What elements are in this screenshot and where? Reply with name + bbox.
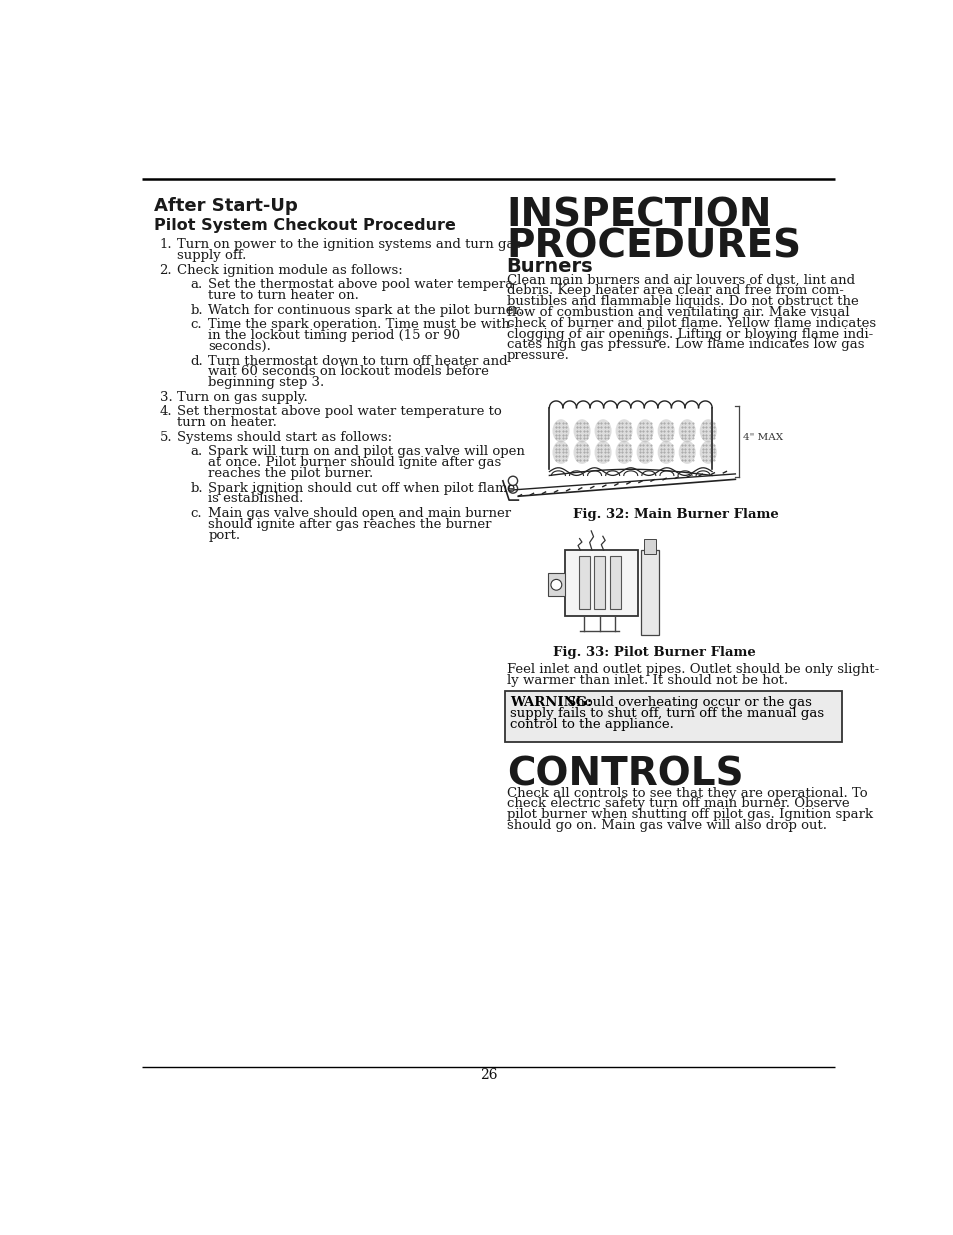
Text: 5.: 5. <box>159 431 172 443</box>
Text: 4.: 4. <box>159 405 172 419</box>
Ellipse shape <box>615 419 632 442</box>
Ellipse shape <box>636 441 653 464</box>
Text: in the lockout timing period (15 or 90: in the lockout timing period (15 or 90 <box>208 330 460 342</box>
Text: pilot burner when shutting off pilot gas. Ignition spark: pilot burner when shutting off pilot gas… <box>506 808 872 821</box>
Text: a.: a. <box>191 278 203 291</box>
Text: control to the appliance.: control to the appliance. <box>509 718 673 731</box>
Circle shape <box>550 579 561 590</box>
Text: Fig. 33: Pilot Burner Flame: Fig. 33: Pilot Burner Flame <box>553 646 755 659</box>
Text: Watch for continuous spark at the pilot burner.: Watch for continuous spark at the pilot … <box>208 304 522 316</box>
Text: b.: b. <box>191 482 203 494</box>
Text: cates high gas pressure. Low flame indicates low gas: cates high gas pressure. Low flame indic… <box>506 338 863 352</box>
Ellipse shape <box>615 441 632 464</box>
Ellipse shape <box>573 419 590 442</box>
Text: Pilot System Checkout Procedure: Pilot System Checkout Procedure <box>154 219 456 233</box>
Text: supply off.: supply off. <box>177 249 247 262</box>
Text: Should overheating occur or the gas: Should overheating occur or the gas <box>562 697 811 709</box>
Text: Systems should start as follows:: Systems should start as follows: <box>177 431 392 443</box>
Circle shape <box>508 477 517 485</box>
FancyBboxPatch shape <box>505 692 841 742</box>
Text: Set the thermostat above pool water tempera-: Set the thermostat above pool water temp… <box>208 278 517 291</box>
Text: check electric safety turn off main burner. Observe: check electric safety turn off main burn… <box>506 798 848 810</box>
Text: clogging of air openings. Lifting or blowing flame indi-: clogging of air openings. Lifting or blo… <box>506 327 872 341</box>
Text: Time the spark operation. Time must be with-: Time the spark operation. Time must be w… <box>208 319 515 331</box>
Text: a.: a. <box>191 446 203 458</box>
Text: Fig. 32: Main Burner Flame: Fig. 32: Main Burner Flame <box>572 508 778 521</box>
FancyBboxPatch shape <box>564 550 638 615</box>
Text: ture to turn heater on.: ture to turn heater on. <box>208 289 359 303</box>
Text: After Start-Up: After Start-Up <box>154 196 297 215</box>
Bar <box>643 538 656 555</box>
Text: bustibles and flammable liquids. Do not obstruct the: bustibles and flammable liquids. Do not … <box>506 295 858 309</box>
Text: wait 60 seconds on lockout models before: wait 60 seconds on lockout models before <box>208 366 489 378</box>
Text: Turn on power to the ignition systems and turn gas: Turn on power to the ignition systems an… <box>177 238 521 251</box>
Text: 2.: 2. <box>159 264 172 277</box>
Text: at once. Pilot burner should ignite after gas: at once. Pilot burner should ignite afte… <box>208 456 501 469</box>
Text: is established.: is established. <box>208 493 303 505</box>
Ellipse shape <box>573 441 590 464</box>
Text: check of burner and pilot flame. Yellow flame indicates: check of burner and pilot flame. Yellow … <box>506 317 875 330</box>
Text: reaches the pilot burner.: reaches the pilot burner. <box>208 467 374 480</box>
Text: 1.: 1. <box>159 238 172 251</box>
Text: PROCEDURES: PROCEDURES <box>506 227 801 266</box>
Text: port.: port. <box>208 529 240 542</box>
Text: should go on. Main gas valve will also drop out.: should go on. Main gas valve will also d… <box>506 819 826 832</box>
Text: Clean main burners and air louvers of dust, lint and: Clean main burners and air louvers of du… <box>506 274 854 287</box>
Ellipse shape <box>678 419 695 442</box>
Text: Check ignition module as follows:: Check ignition module as follows: <box>177 264 403 277</box>
Text: Turn thermostat down to turn off heater and: Turn thermostat down to turn off heater … <box>208 354 507 368</box>
Text: c.: c. <box>191 319 202 331</box>
Text: Main gas valve should open and main burner: Main gas valve should open and main burn… <box>208 508 511 520</box>
Bar <box>594 556 604 609</box>
Circle shape <box>508 484 517 493</box>
Ellipse shape <box>699 419 716 442</box>
Ellipse shape <box>699 441 716 464</box>
Bar <box>578 556 589 609</box>
Text: 3.: 3. <box>159 390 172 404</box>
Text: c.: c. <box>191 508 202 520</box>
Bar <box>547 573 564 597</box>
Ellipse shape <box>552 419 569 442</box>
Ellipse shape <box>657 419 674 442</box>
Text: supply fails to shut off, turn off the manual gas: supply fails to shut off, turn off the m… <box>509 708 823 720</box>
Text: Feel inlet and outlet pipes. Outlet should be only slight-: Feel inlet and outlet pipes. Outlet shou… <box>506 663 878 677</box>
Text: d.: d. <box>191 354 203 368</box>
Text: pressure.: pressure. <box>506 350 569 362</box>
Text: Spark ignition should cut off when pilot flame: Spark ignition should cut off when pilot… <box>208 482 515 494</box>
Text: INSPECTION: INSPECTION <box>506 196 771 235</box>
Text: Spark will turn on and pilot gas valve will open: Spark will turn on and pilot gas valve w… <box>208 446 525 458</box>
Text: beginning step 3.: beginning step 3. <box>208 377 324 389</box>
Text: 26: 26 <box>479 1068 497 1082</box>
Ellipse shape <box>594 419 611 442</box>
Text: seconds).: seconds). <box>208 340 271 353</box>
Text: b.: b. <box>191 304 203 316</box>
Text: should ignite after gas reaches the burner: should ignite after gas reaches the burn… <box>208 517 492 531</box>
Text: WARNING:: WARNING: <box>509 697 591 709</box>
Text: Burners: Burners <box>506 257 593 275</box>
Text: turn on heater.: turn on heater. <box>177 416 277 429</box>
Text: flow of combustion and ventilating air. Make visual: flow of combustion and ventilating air. … <box>506 306 848 319</box>
Text: CONTROLS: CONTROLS <box>506 756 742 794</box>
Bar <box>640 550 659 635</box>
Text: debris. Keep heater area clear and free from com-: debris. Keep heater area clear and free … <box>506 284 842 298</box>
Text: ly warmer than inlet. It should not be hot.: ly warmer than inlet. It should not be h… <box>506 674 787 687</box>
Bar <box>609 556 620 609</box>
Text: Check all controls to see that they are operational. To: Check all controls to see that they are … <box>506 787 866 799</box>
Ellipse shape <box>594 441 611 464</box>
Text: Set thermostat above pool water temperature to: Set thermostat above pool water temperat… <box>177 405 501 419</box>
Ellipse shape <box>657 441 674 464</box>
Ellipse shape <box>678 441 695 464</box>
Text: Turn on gas supply.: Turn on gas supply. <box>177 390 308 404</box>
Ellipse shape <box>552 441 569 464</box>
Ellipse shape <box>636 419 653 442</box>
Text: 4" MAX: 4" MAX <box>742 433 782 442</box>
